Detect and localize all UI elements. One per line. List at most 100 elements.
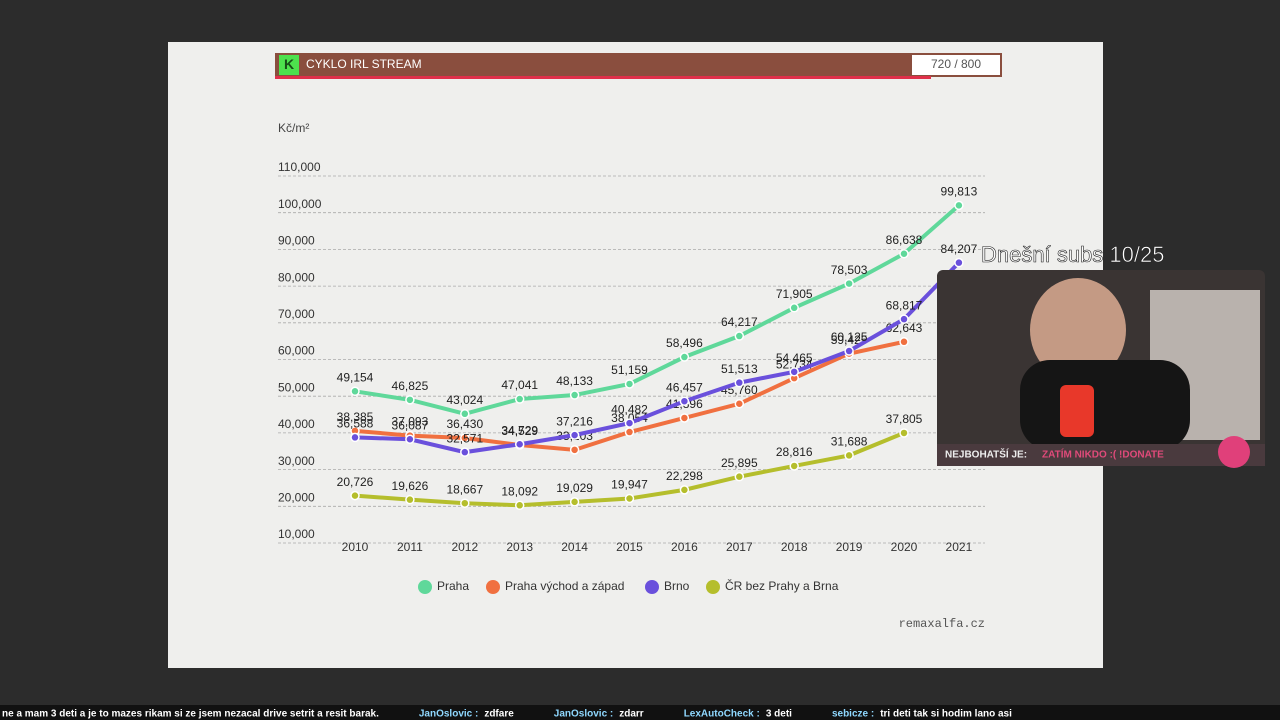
data-point xyxy=(405,494,415,505)
data-label: 51,159 xyxy=(611,363,648,377)
data-point xyxy=(899,428,909,438)
richest-value: ZATÍM NIKDO :( !DONATE xyxy=(1042,448,1164,461)
x-tick-label: 2019 xyxy=(836,540,863,554)
x-tick-label: 2012 xyxy=(451,540,478,554)
chat-text: zdarr xyxy=(619,709,644,720)
data-label: 99,813 xyxy=(941,185,978,199)
data-point xyxy=(405,395,415,405)
series-line xyxy=(354,261,961,455)
chat-ticker xyxy=(0,705,1280,720)
data-point xyxy=(679,485,690,495)
data-label: 78,503 xyxy=(831,263,868,277)
y-tick-label: 100,000 xyxy=(278,197,322,211)
x-tick-label: 2021 xyxy=(946,540,973,554)
data-label: 71,905 xyxy=(776,287,813,301)
chat-text: tri deti tak si hodim lano asi xyxy=(880,709,1012,720)
data-label: 31,688 xyxy=(831,435,868,449)
data-point xyxy=(844,346,854,356)
data-label: 25,895 xyxy=(721,456,758,470)
chat-user: sebicze : xyxy=(832,709,874,720)
webcam-body xyxy=(1020,360,1190,450)
data-point xyxy=(899,248,909,259)
data-point xyxy=(569,497,580,507)
data-point xyxy=(789,461,799,471)
data-point xyxy=(460,447,470,457)
legend-marker xyxy=(486,580,500,594)
data-point xyxy=(679,413,690,423)
data-point xyxy=(514,500,525,511)
counter-box xyxy=(912,55,1000,75)
chat-messages: ne a mam 3 deti a je to mazes rikam si z… xyxy=(2,709,1012,720)
subs-goal: Dnešní subs 10/25 xyxy=(981,242,1164,267)
legend-label: ČR bez Prahy a Brna xyxy=(725,578,839,593)
richest-label: NEJBOHATŠÍ JE: xyxy=(945,448,1027,461)
data-label: 36,430 xyxy=(446,417,483,431)
data-label: 19,626 xyxy=(392,479,429,493)
x-tick-label: 2020 xyxy=(891,540,918,554)
x-tick-label: 2011 xyxy=(397,540,423,554)
data-point xyxy=(514,439,525,449)
x-tick-label: 2015 xyxy=(616,540,643,554)
data-point xyxy=(624,379,635,389)
data-label: 37,093 xyxy=(392,415,429,429)
data-point xyxy=(679,396,690,406)
data-point xyxy=(899,314,909,324)
data-point xyxy=(789,303,799,313)
data-label: 34,529 xyxy=(501,424,538,438)
chat-text: zdfare xyxy=(484,709,514,720)
data-point xyxy=(954,200,964,211)
data-label: 32,571 xyxy=(446,431,483,445)
legend-label: Praha východ a západ xyxy=(505,579,624,593)
data-label: 86,638 xyxy=(886,233,923,247)
chart: 10,000 20,000 30,000 40,000 50,000 60,000 70,0… xyxy=(278,160,985,594)
y-tick-label: 80,000 xyxy=(278,270,315,284)
x-tick-label: 2018 xyxy=(781,540,808,554)
data-label: 38,054 xyxy=(611,411,648,425)
logo xyxy=(279,55,299,75)
data-point xyxy=(899,337,909,347)
data-point xyxy=(460,498,470,508)
data-label: 20,726 xyxy=(337,475,374,489)
y-tick-label: 10,000 xyxy=(278,527,315,541)
data-label: 38,385 xyxy=(337,410,374,424)
data-point xyxy=(569,390,580,400)
data-label: 58,496 xyxy=(666,336,703,350)
x-tick-label: 2016 xyxy=(671,540,698,554)
legend-marker xyxy=(418,580,432,594)
data-label: 48,133 xyxy=(556,374,593,388)
data-point xyxy=(624,427,635,437)
data-point xyxy=(569,445,580,455)
data-point xyxy=(954,257,964,268)
y-tick-label: 40,000 xyxy=(278,417,315,431)
x-tick-label: 2017 xyxy=(726,540,753,554)
chat-user: JanOslovic : xyxy=(419,709,478,720)
data-label: 18,092 xyxy=(501,484,538,498)
data-label: 47,041 xyxy=(501,378,538,392)
data-point xyxy=(569,430,580,440)
data-label: 18,667 xyxy=(446,482,483,496)
header-title: CYKLO IRL STREAM xyxy=(306,57,422,71)
legend-label: Brno xyxy=(664,579,690,593)
data-point xyxy=(679,352,690,362)
data-label: 46,457 xyxy=(666,380,703,394)
legend-marker xyxy=(706,580,720,594)
data-point xyxy=(844,450,854,461)
data-label: 34,729 xyxy=(501,423,538,437)
header-bar xyxy=(275,53,1002,77)
data-point xyxy=(734,377,745,388)
data-label: 49,154 xyxy=(337,370,374,384)
webcam-face xyxy=(1030,278,1126,382)
data-point xyxy=(624,493,635,504)
x-tick-label: 2010 xyxy=(342,540,369,554)
data-point xyxy=(624,418,635,428)
progress xyxy=(275,76,931,79)
y-tick-label: 60,000 xyxy=(278,344,315,358)
data-point xyxy=(460,433,470,443)
data-label: 40,482 xyxy=(611,402,648,416)
data-label: 43,024 xyxy=(446,393,483,407)
data-label: 37,216 xyxy=(556,414,593,428)
donate-bar xyxy=(937,444,1265,466)
series-line xyxy=(354,203,961,416)
y-tick-label: 30,000 xyxy=(278,454,315,468)
